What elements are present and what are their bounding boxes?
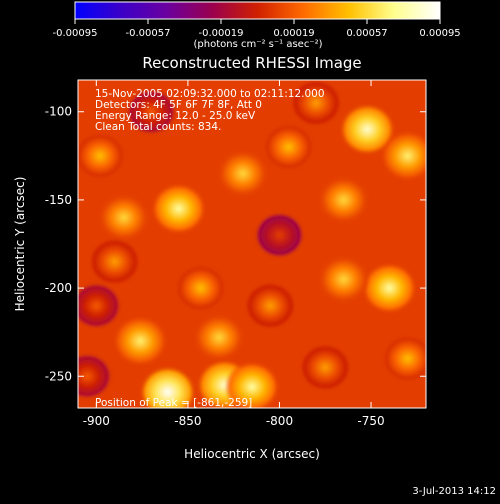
colorbar-tick-label: -0.00057 — [126, 28, 171, 39]
y-tick-label: -200 — [45, 281, 72, 295]
heatmap-source — [96, 192, 151, 243]
colorbar: -0.00095 -0.00057 -0.00019 0.00019 0.00057 0.… — [53, 1, 461, 50]
colorbar-tick-label: 0.00095 — [419, 28, 460, 39]
heatmap-source — [174, 263, 228, 313]
y-axis-label: Heliocentric Y (arcsec) — [13, 177, 27, 312]
heatmap-source — [224, 361, 280, 408]
heatmap-source — [113, 315, 168, 367]
x-axis-ticks: -900 -850 -800 -750 — [83, 80, 385, 428]
heatmap-source — [244, 281, 297, 330]
heatmap-source — [361, 262, 417, 314]
colorbar-gradient — [74, 1, 441, 20]
y-tick-label: -250 — [45, 369, 72, 383]
x-axis-label: Heliocentric X (arcsec) — [184, 447, 320, 461]
chart-title: Reconstructed RHESSI Image — [142, 54, 361, 72]
heatmap-source — [380, 130, 426, 181]
colorbar-tick-label: 0.00019 — [273, 28, 314, 39]
annotation-energy: Energy Range: 12.0 - 25.0 keV — [95, 110, 256, 122]
colorbar-ticks: -0.00095 -0.00057 -0.00019 0.00019 0.00057 0.… — [53, 19, 461, 39]
heatmap-source — [216, 148, 270, 199]
colorbar-tick-label: 0.00057 — [346, 28, 387, 39]
annotation-clean: Clean Total counts: 834. — [95, 121, 221, 133]
x-tick-label: -900 — [83, 414, 110, 428]
footer-date: 3-Jul-2013 14:12 — [412, 486, 496, 497]
y-tick-label: -100 — [45, 105, 72, 119]
heatmap-source — [316, 175, 371, 225]
plot-frame — [77, 79, 427, 409]
y-axis-ticks: -100 -150 -200 -250 — [45, 105, 426, 383]
x-tick-label: -800 — [266, 414, 293, 428]
heatmap-source — [299, 343, 352, 392]
colorbar-tick-label: -0.00095 — [53, 28, 98, 39]
heatmap-source — [316, 254, 371, 305]
heatmap-source — [78, 131, 127, 181]
colorbar-units: (photons cm⁻² s⁻¹ asec⁻²) — [193, 39, 322, 50]
heatmap-sources — [78, 80, 426, 408]
annotation-time: 15-Nov-2005 02:09:32.000 to 02:11:12.000 — [95, 88, 325, 100]
heatmap-source — [78, 352, 113, 400]
heatmap-source — [139, 366, 196, 408]
y-tick-label: -150 — [45, 193, 72, 207]
heatmap-source — [151, 183, 207, 235]
x-tick-label: -750 — [357, 414, 384, 428]
heatmap-source — [262, 122, 316, 172]
heatmap-image — [78, 80, 426, 408]
heatmap-source — [88, 237, 141, 286]
heatmap-source — [78, 282, 122, 330]
annotation-peak: Position of Peak = [-861,-259] — [95, 397, 252, 409]
heatmap-source — [289, 80, 343, 128]
heatmap-source — [381, 334, 426, 384]
heatmap-source — [339, 103, 396, 156]
image-annotations: 15-Nov-2005 02:09:32.000 to 02:11:12.000… — [95, 88, 325, 409]
annotation-detectors: Detectors: 4F 5F 6F 7F 8F, Att 0 — [95, 99, 262, 111]
heatmap-source — [254, 211, 305, 259]
heatmap-source — [125, 88, 177, 136]
heatmap-source — [192, 312, 246, 363]
colorbar-tick-label: -0.00019 — [199, 28, 244, 39]
x-tick-label: -850 — [174, 414, 201, 428]
